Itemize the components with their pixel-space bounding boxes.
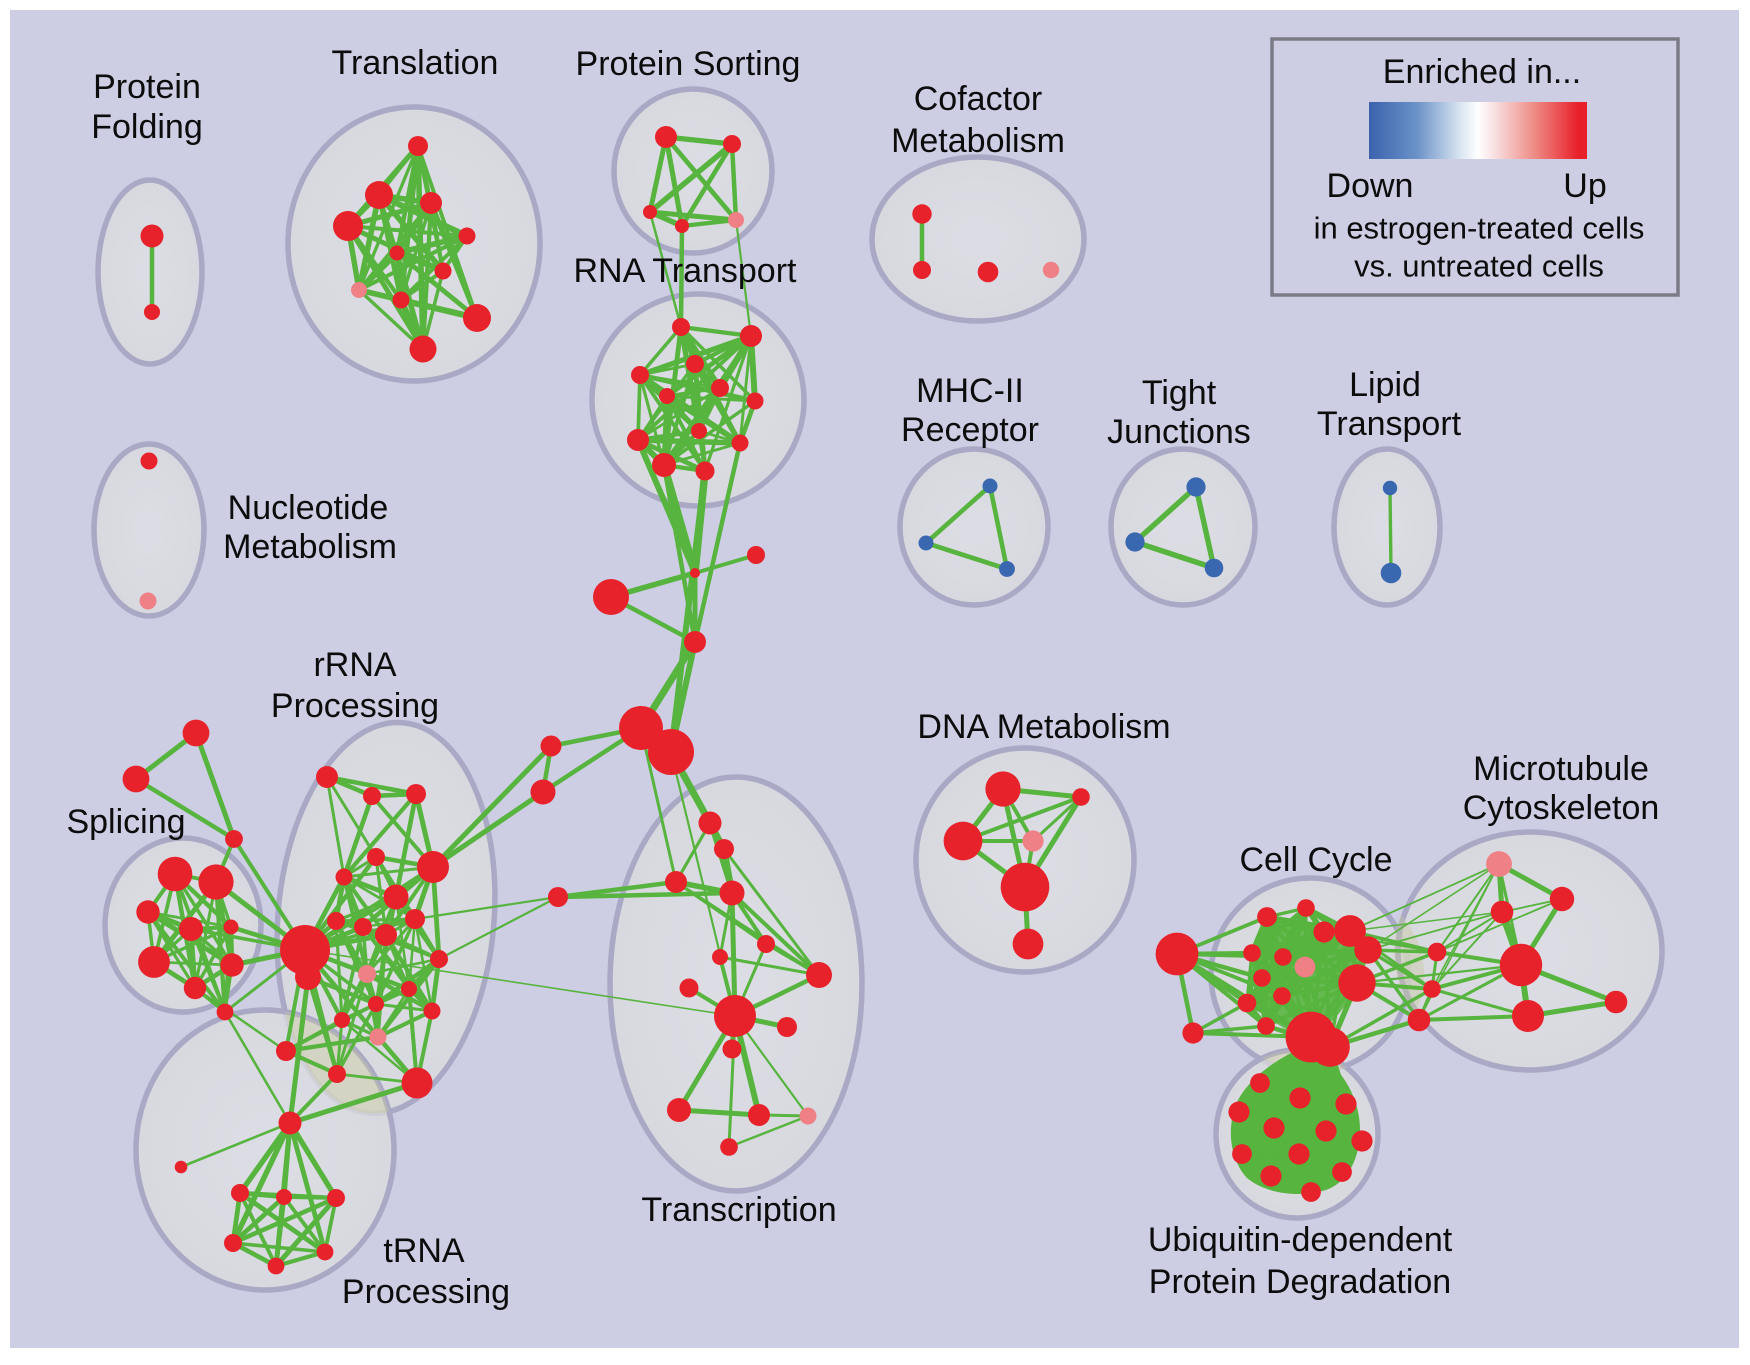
svg-text:Splicing: Splicing — [66, 803, 185, 841]
svg-text:Cofactor: Cofactor — [914, 80, 1043, 118]
svg-text:Cell Cycle: Cell Cycle — [1239, 841, 1392, 879]
svg-text:Nucleotide: Nucleotide — [228, 489, 389, 527]
svg-text:Metabolism: Metabolism — [891, 122, 1065, 160]
svg-text:Folding: Folding — [91, 108, 203, 146]
svg-text:Cytoskeleton: Cytoskeleton — [1463, 789, 1660, 827]
svg-text:DNA Metabolism: DNA Metabolism — [917, 708, 1170, 746]
svg-text:Transport: Transport — [1317, 405, 1462, 443]
svg-text:MHC-II: MHC-II — [916, 372, 1024, 410]
svg-text:Down: Down — [1327, 167, 1414, 205]
svg-text:tRNA: tRNA — [383, 1232, 465, 1270]
svg-text:Junctions: Junctions — [1107, 413, 1251, 451]
svg-text:RNA Transport: RNA Transport — [574, 252, 798, 290]
svg-text:Enriched in...: Enriched in... — [1383, 53, 1581, 91]
svg-text:Translation: Translation — [332, 44, 499, 82]
svg-text:Processing: Processing — [271, 687, 439, 725]
svg-text:Up: Up — [1563, 167, 1606, 205]
svg-text:Protein: Protein — [93, 68, 201, 106]
svg-text:Ubiquitin-dependent: Ubiquitin-dependent — [1148, 1221, 1453, 1259]
svg-text:Metabolism: Metabolism — [223, 528, 397, 566]
svg-text:Microtubule: Microtubule — [1473, 750, 1649, 788]
svg-text:Protein Degradation: Protein Degradation — [1149, 1263, 1451, 1301]
svg-text:Protein Sorting: Protein Sorting — [576, 45, 801, 83]
svg-text:Receptor: Receptor — [901, 411, 1039, 449]
svg-text:rRNA: rRNA — [313, 646, 396, 684]
svg-text:Tight: Tight — [1142, 374, 1217, 412]
svg-text:Transcription: Transcription — [641, 1191, 836, 1229]
svg-text:Processing: Processing — [342, 1273, 510, 1311]
svg-text:in estrogen-treated cells: in estrogen-treated cells — [1314, 211, 1645, 246]
svg-text:Lipid: Lipid — [1349, 366, 1421, 404]
svg-text:vs. untreated cells: vs. untreated cells — [1354, 249, 1604, 284]
